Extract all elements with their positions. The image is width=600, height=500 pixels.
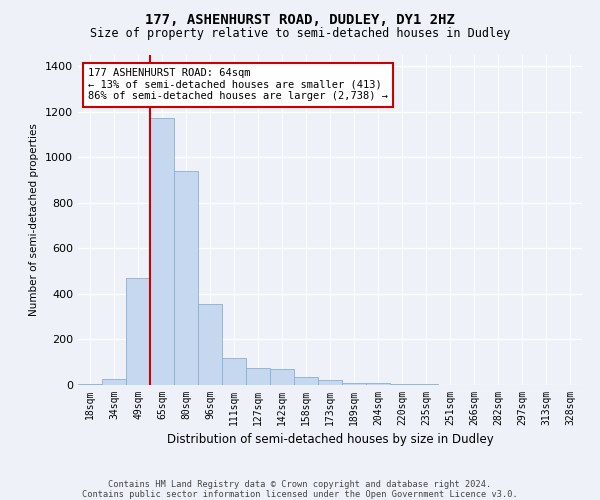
Text: Size of property relative to semi-detached houses in Dudley: Size of property relative to semi-detach… bbox=[90, 28, 510, 40]
Bar bbox=[270, 369, 294, 385]
Bar bbox=[414, 384, 438, 385]
Text: Contains public sector information licensed under the Open Government Licence v3: Contains public sector information licen… bbox=[82, 490, 518, 499]
Bar bbox=[150, 118, 174, 385]
Text: 177 ASHENHURST ROAD: 64sqm
← 13% of semi-detached houses are smaller (413)
86% o: 177 ASHENHURST ROAD: 64sqm ← 13% of semi… bbox=[88, 68, 388, 102]
Bar bbox=[294, 377, 318, 385]
Bar bbox=[198, 304, 222, 385]
Bar bbox=[78, 384, 102, 385]
Bar bbox=[342, 382, 366, 385]
Bar bbox=[246, 368, 270, 385]
Bar bbox=[126, 278, 150, 385]
X-axis label: Distribution of semi-detached houses by size in Dudley: Distribution of semi-detached houses by … bbox=[167, 434, 493, 446]
Bar bbox=[318, 380, 342, 385]
Y-axis label: Number of semi-detached properties: Number of semi-detached properties bbox=[29, 124, 40, 316]
Bar bbox=[222, 358, 246, 385]
Bar bbox=[390, 384, 414, 385]
Bar bbox=[102, 380, 126, 385]
Text: 177, ASHENHURST ROAD, DUDLEY, DY1 2HZ: 177, ASHENHURST ROAD, DUDLEY, DY1 2HZ bbox=[145, 12, 455, 26]
Text: Contains HM Land Registry data © Crown copyright and database right 2024.: Contains HM Land Registry data © Crown c… bbox=[109, 480, 491, 489]
Bar bbox=[366, 383, 390, 385]
Bar bbox=[174, 171, 198, 385]
